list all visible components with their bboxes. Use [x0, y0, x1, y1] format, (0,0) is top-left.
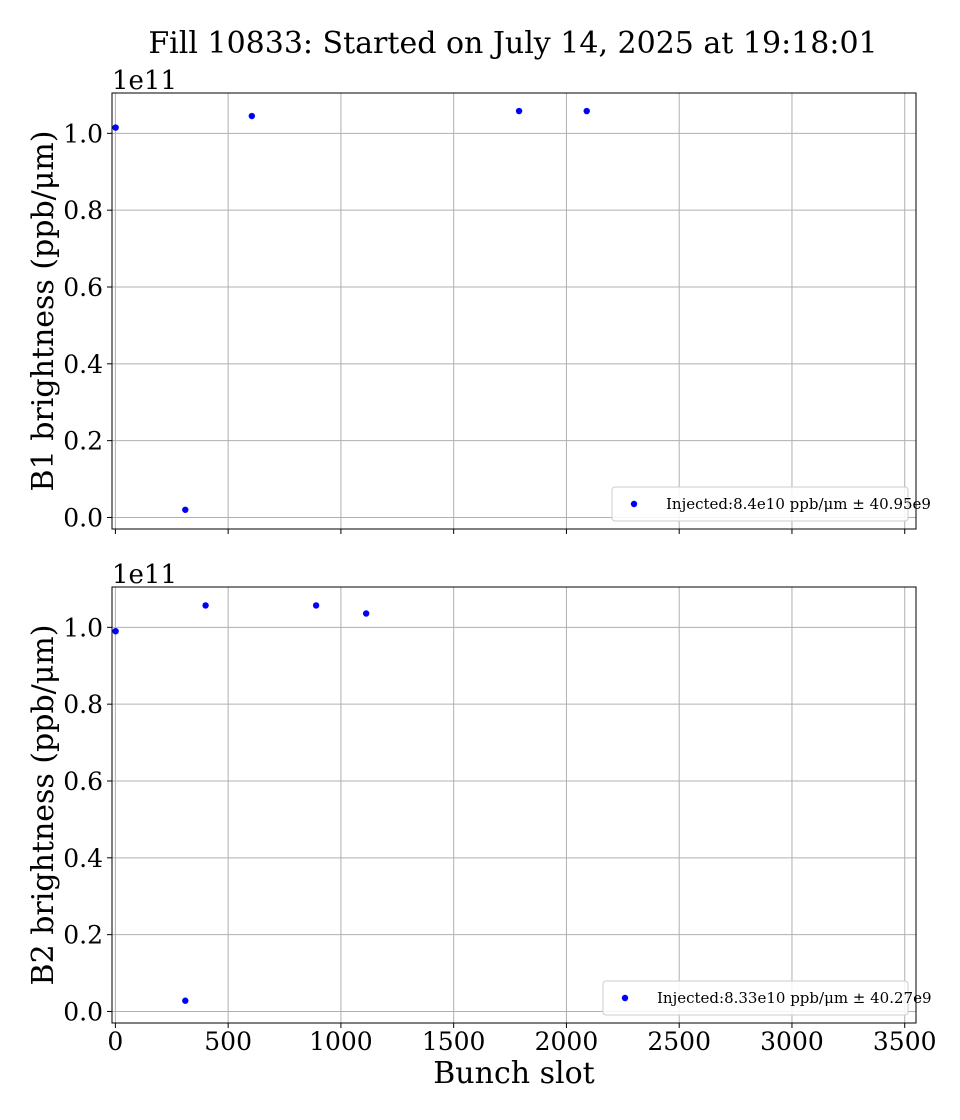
- y-tick-label: 0.0: [63, 997, 103, 1026]
- data-point: [362, 610, 370, 617]
- data-point: [583, 107, 590, 115]
- legend-box: [611, 486, 909, 522]
- data-point: [182, 506, 189, 513]
- y-tick-label: 0.0: [63, 503, 103, 532]
- x-tick-label: 2000: [535, 1027, 599, 1056]
- x-axis-label: Bunch slot: [433, 1056, 594, 1091]
- legend-marker: [621, 994, 629, 1002]
- y-tick-label: 0.2: [63, 427, 103, 456]
- data-point: [112, 124, 119, 131]
- x-tick-label: 3500: [873, 1027, 937, 1056]
- data-point: [248, 112, 256, 120]
- legend-box: [602, 980, 909, 1016]
- x-tick-label: 1000: [309, 1027, 373, 1056]
- panel-b2: 0 500 1000 1500 2000 2500 3000 3500 0.0 0.2 0.4 0.6…: [26, 560, 937, 1091]
- y-tick-label: 0.8: [63, 690, 103, 719]
- x-tick-label: 500: [204, 1027, 252, 1056]
- x-tick-label: 3000: [760, 1027, 824, 1056]
- y-tick-label: 0.8: [63, 196, 103, 225]
- plot-frame: [111, 586, 917, 1024]
- y-tick-label: 0.4: [63, 844, 103, 873]
- data-point: [202, 602, 209, 609]
- plot-frame: [111, 92, 917, 530]
- panel-b1: 0.0 0.2 0.4 0.6 0.8 1.0 1e11 B1 brightness (ppb…: [26, 66, 931, 534]
- y-multiplier: 1e11: [112, 560, 177, 590]
- legend-label: Injected:8.33e10 ppb/μm ± 40.27e9: [657, 989, 932, 1007]
- x-tick-label: 1500: [422, 1027, 486, 1056]
- data-point: [112, 627, 119, 635]
- legend-label: Injected:8.4e10 ppb/μm ± 40.95e9: [666, 495, 931, 513]
- y-tick-label: 0.4: [63, 350, 103, 379]
- legend-marker: [630, 500, 638, 508]
- y-tick-label: 1.0: [63, 613, 103, 642]
- x-tick-label: 0: [107, 1027, 123, 1056]
- y-tick-label: 0.2: [63, 921, 103, 950]
- y-tick-label: 0.6: [63, 767, 103, 796]
- y-tick-label: 1.0: [63, 119, 103, 148]
- y-axis-label: B1 brightness (ppb/μm): [26, 131, 61, 492]
- data-point: [182, 997, 189, 1004]
- y-tick-label: 0.6: [63, 273, 103, 302]
- y-axis-label: B2 brightness (ppb/μm): [26, 625, 61, 986]
- figure-title: Fill 10833: Started on July 14, 2025 at …: [148, 26, 877, 61]
- data-point: [515, 107, 523, 115]
- data-point: [312, 602, 320, 609]
- x-tick-label: 2500: [647, 1027, 711, 1056]
- y-multiplier: 1e11: [112, 66, 177, 96]
